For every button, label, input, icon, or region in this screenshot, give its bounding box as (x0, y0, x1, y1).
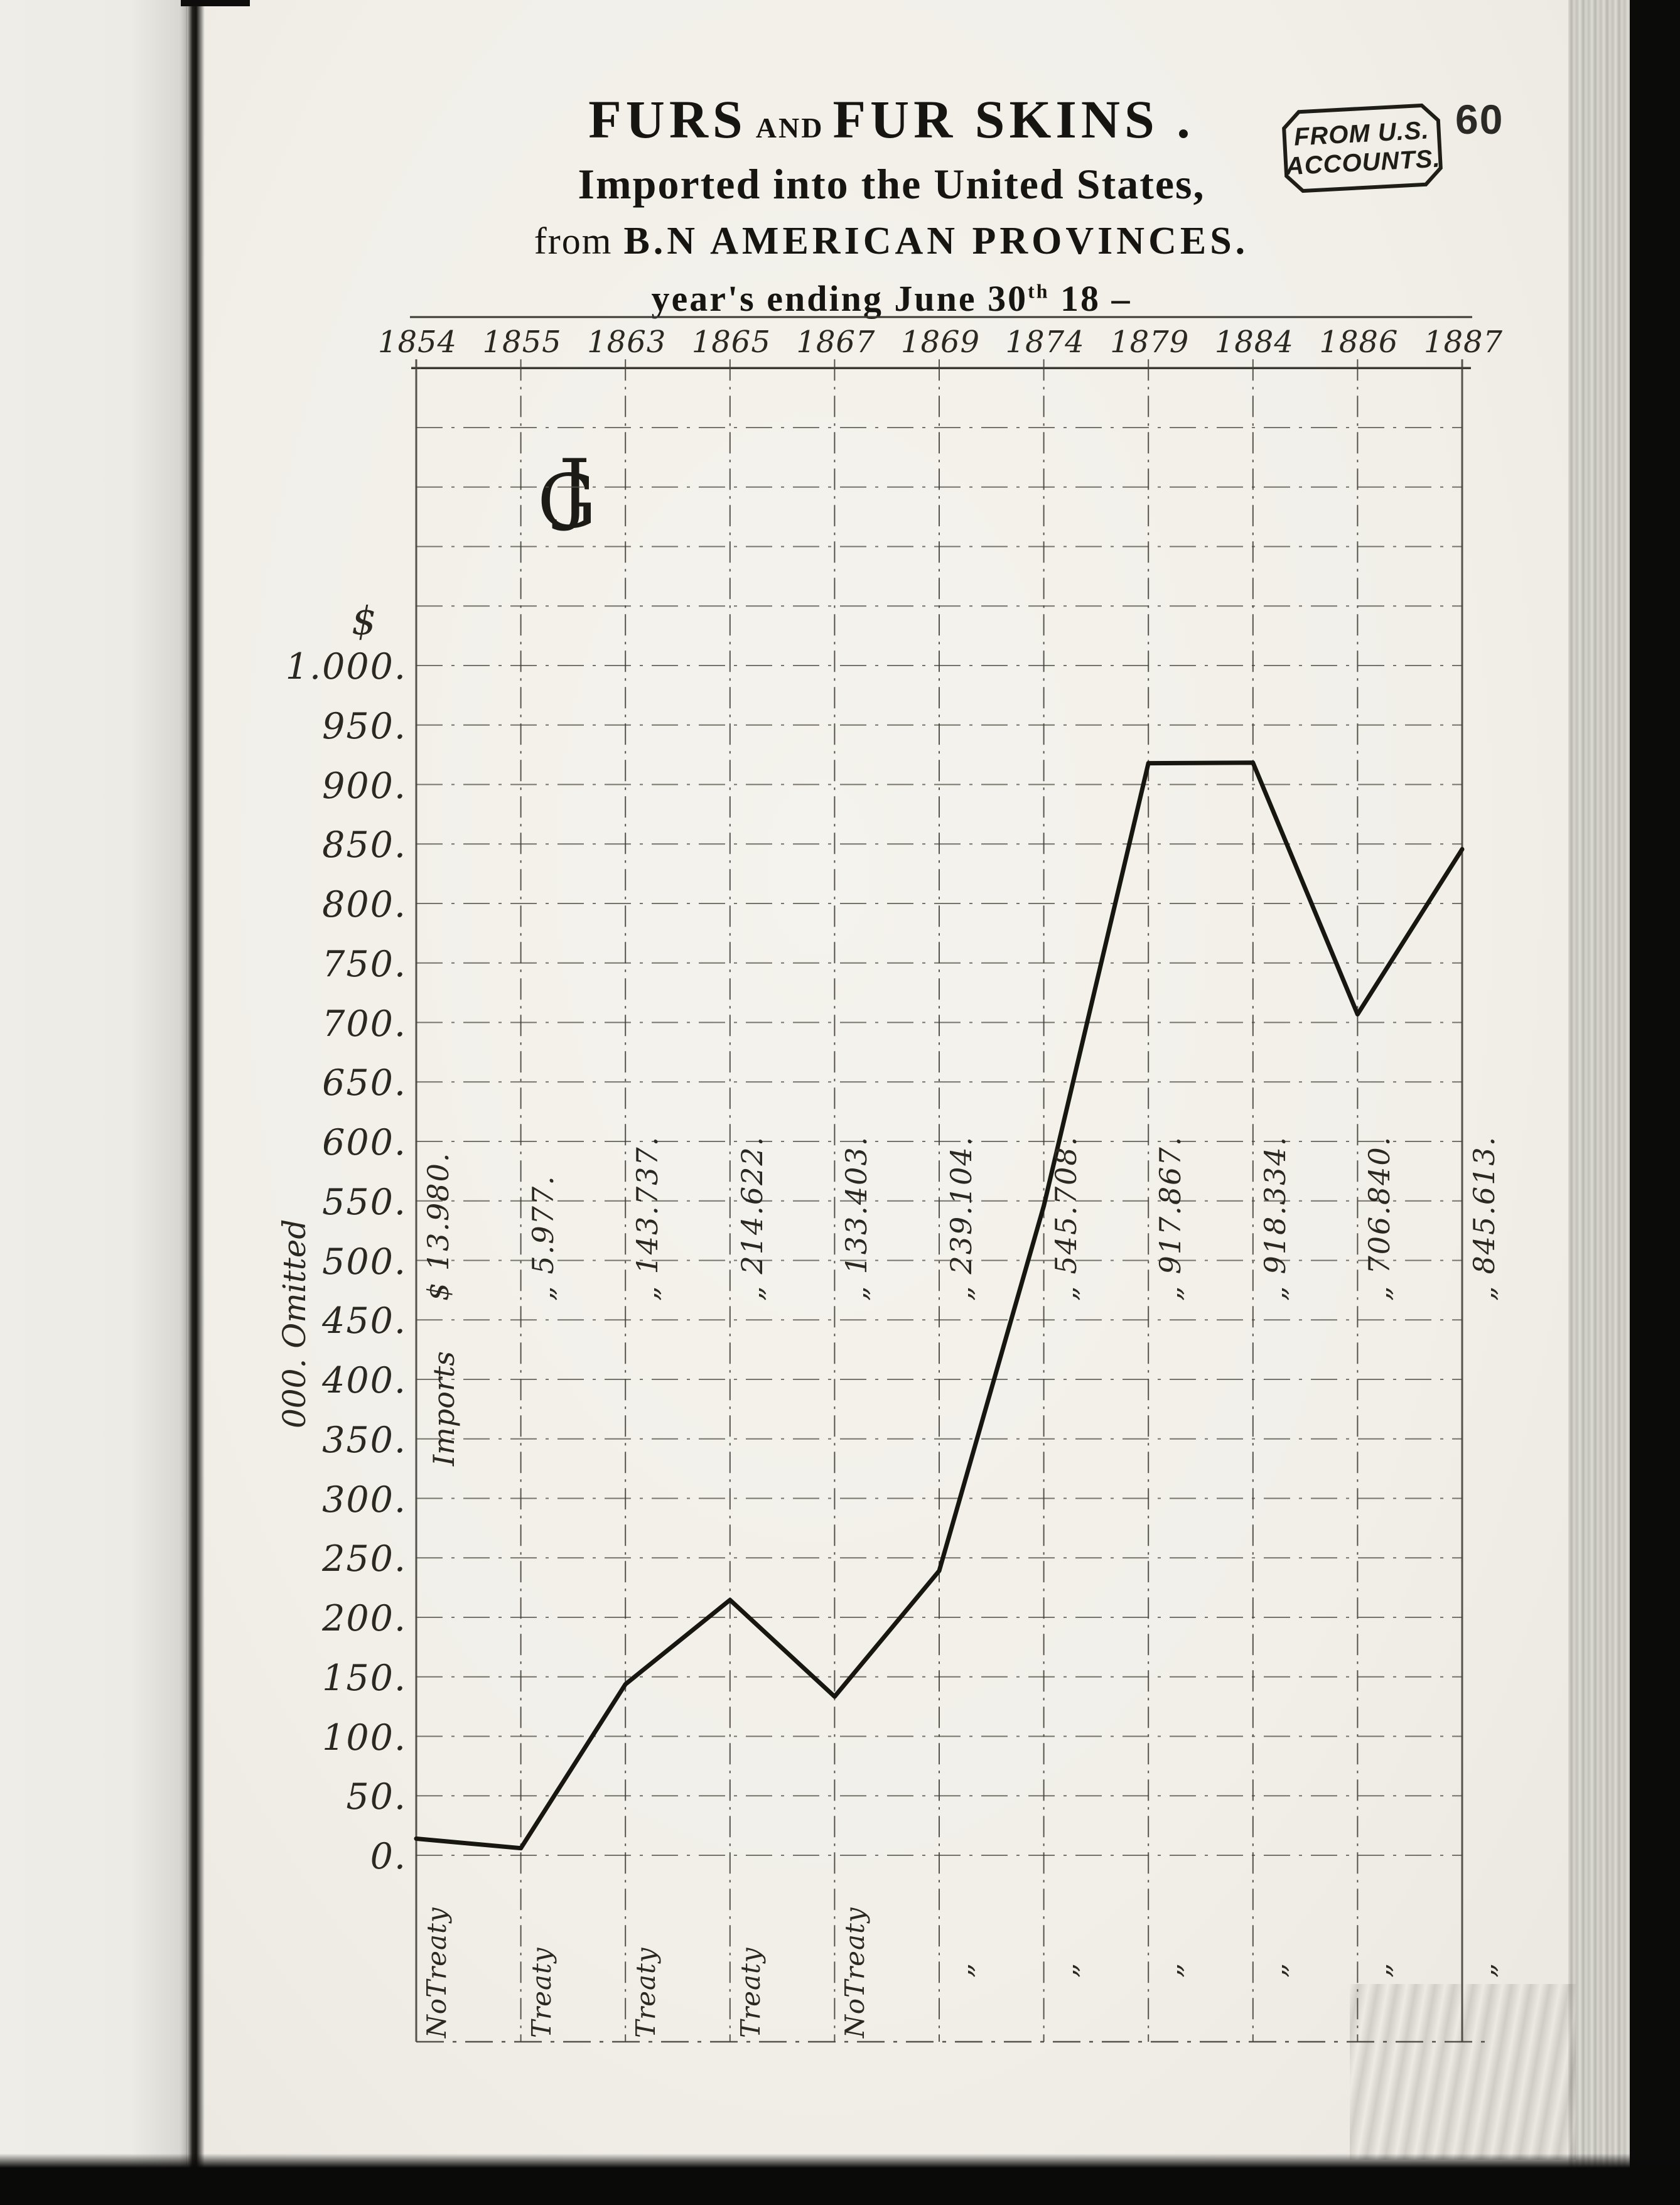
y-tick-label-0: 0. (370, 1836, 407, 1877)
treaty-label-1867: NoTreaty (839, 1907, 871, 2038)
y-tick-label-950: 950. (322, 705, 407, 747)
year-label-1855: 1855 (482, 325, 562, 360)
y-tick-label-450: 450. (322, 1300, 407, 1342)
y-tick-label-150: 150. (322, 1657, 407, 1699)
y-tick-label-650: 650. (322, 1062, 407, 1104)
title-word-fur-skins: FUR SKINS . (832, 89, 1195, 149)
y-axis-dollar-sign: $ (352, 598, 377, 644)
y-tick-label-300: 300. (322, 1479, 407, 1521)
y-tick-label-100: 100. (322, 1717, 407, 1759)
stamp-octagon-border (1282, 103, 1443, 193)
adjacent-page-edge (0, 0, 187, 2205)
value-label-1867: „ 133.403. (839, 1135, 874, 1301)
year-label-1865: 1865 (691, 325, 771, 360)
book-gutter-shadow (186, 0, 205, 2172)
title-line-1: FURS AND FUR SKINS . (402, 88, 1381, 151)
title-line-2: Imported into the United States, (578, 160, 1205, 208)
year-label-1874: 1874 (1005, 325, 1085, 360)
year-label-1869: 1869 (900, 325, 981, 360)
treaty-label-1874: „ (1048, 1963, 1083, 1978)
title-line-3: from B.N AMERICAN PROVINCES. (402, 219, 1381, 264)
monogram-letter-g: G (537, 458, 597, 545)
value-label-1869: „ 239.104. (944, 1135, 978, 1301)
treaty-label-1884: „ (1257, 1963, 1292, 1978)
year-label-1884: 1884 (1214, 325, 1294, 360)
title-word-furs: FURS (588, 89, 747, 149)
page-number: 60 (1455, 96, 1504, 143)
engraver-monogram: G J (537, 443, 638, 545)
title-year-dash: 18 – (1049, 278, 1132, 319)
gutter-top-mark (181, 0, 250, 6)
y-tick-label-500: 500. (322, 1241, 407, 1283)
y-tick-label-700: 700. (322, 1003, 407, 1045)
y-tick-label-900: 900. (322, 765, 407, 807)
monogram-letter-j: J (559, 443, 590, 534)
title-years-ending: year's ending June 30 (651, 278, 1028, 319)
treaty-label-1865: Treaty (735, 1947, 766, 2038)
title-word-from: from (534, 220, 613, 262)
title-line-4: year's ending June 30th 18 – (402, 278, 1381, 320)
scan-right-border (1630, 0, 1680, 2205)
title-provinces: B.N AMERICAN PROVINCES. (623, 220, 1249, 262)
scan-bottom-border (0, 2154, 1680, 2205)
year-label-1863: 1863 (587, 325, 667, 360)
treaty-label-1855: Treaty (525, 1947, 557, 2038)
imports-data-line (414, 760, 1465, 1851)
y-tick-label-1000: 1.000. (285, 646, 407, 687)
treaty-label-1886: „ (1362, 1963, 1397, 1978)
y-tick-label-200: 200. (322, 1598, 407, 1639)
y-tick-label-400: 400. (322, 1360, 407, 1401)
year-label-1887: 1887 (1423, 325, 1504, 360)
y-tick-label-50: 50. (346, 1776, 407, 1818)
y-tick-label-850: 850. (322, 824, 407, 866)
year-label-1886: 1886 (1319, 325, 1399, 360)
value-label-1854: $ 13.980. (421, 1151, 455, 1301)
treaty-label-1854: NoTreaty (421, 1907, 452, 2038)
units-omitted-note: 000. Omitted (276, 1219, 313, 1428)
value-label-1884: „ 918.334. (1257, 1135, 1292, 1301)
treaty-label-1869: „ (944, 1963, 978, 1978)
y-tick-label-800: 800. (322, 884, 407, 925)
value-label-1863: „ 143.737. (630, 1135, 665, 1301)
treaty-label-1879: „ (1153, 1963, 1188, 1978)
value-label-1865: „ 214.622. (735, 1135, 769, 1301)
value-label-1855: „ 5.977. (525, 1175, 560, 1301)
title-word-and: AND (755, 112, 824, 144)
treaty-label-1863: Treaty (630, 1947, 662, 2038)
value-label-1879: „ 917.867. (1153, 1135, 1188, 1301)
value-label-1874: „ 545.708. (1048, 1135, 1083, 1301)
paper-background (202, 0, 1571, 2166)
title-ordinal-sup: th (1028, 280, 1050, 303)
y-tick-label-550: 550. (322, 1181, 407, 1223)
y-tick-label-750: 750. (322, 943, 407, 985)
y-tick-label-600: 600. (322, 1122, 407, 1163)
year-label-1867: 1867 (796, 325, 876, 360)
y-tick-label-250: 250. (322, 1538, 407, 1580)
value-label-1886: „ 706.840. (1362, 1135, 1397, 1301)
imports-series-label: Imports (427, 1350, 461, 1466)
year-label-1854: 1854 (377, 325, 458, 360)
treaty-label-1887: „ (1467, 1963, 1501, 1978)
year-label-1879: 1879 (1110, 325, 1190, 360)
page-stack-edge (1568, 0, 1631, 2205)
chart-title-block: FURS AND FUR SKINS . Imported into the Uni… (402, 88, 1381, 320)
y-tick-label-350: 350. (322, 1419, 407, 1461)
value-label-1887: „ 845.613. (1467, 1135, 1501, 1301)
from-us-accounts-stamp: FROM U.S. ACCOUNTS. (1280, 101, 1445, 195)
